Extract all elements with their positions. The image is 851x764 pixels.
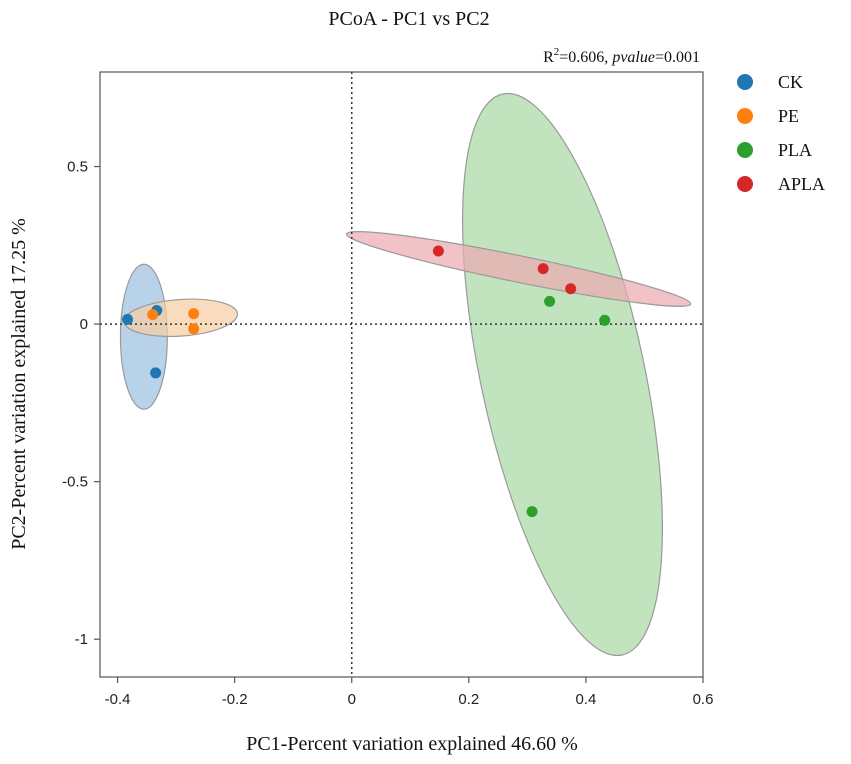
point-pe-1 [147, 309, 159, 321]
point-apla-2 [537, 263, 549, 275]
r2-superscript: 2 [554, 46, 560, 58]
x-tick-label: 0.2 [458, 691, 479, 708]
x-axis-ticks: -0.4 -0.2 0 0.2 0.4 0.6 [105, 677, 714, 708]
legend-label-ck: CK [778, 72, 803, 92]
point-ck-1 [122, 313, 134, 325]
point-pe-2 [188, 308, 200, 320]
x-tick-label: -0.4 [105, 691, 131, 708]
legend-marker-ck [737, 74, 753, 90]
pvalue-label: pvalue [611, 49, 655, 66]
y-tick-label: 0.5 [67, 159, 88, 176]
x-tick-label: 0.6 [693, 691, 714, 708]
point-apla-3 [565, 283, 577, 295]
legend-label-apla: APLA [778, 174, 825, 194]
x-axis-label: PC1-Percent variation explained 46.60 % [246, 733, 578, 755]
point-pe-3 [188, 323, 200, 335]
y-tick-label: 0 [80, 316, 88, 333]
y-tick-label: -0.5 [62, 474, 88, 491]
confidence-ellipses [119, 92, 692, 657]
y-axis-label: PC2-Percent variation explained 17.25 % [8, 218, 30, 550]
legend-label-pe: PE [778, 106, 799, 126]
ellipse-apla [345, 231, 692, 307]
point-pla-1 [544, 295, 556, 307]
x-tick-label: -0.2 [222, 691, 248, 708]
point-apla-1 [432, 245, 444, 257]
point-ck-3 [150, 367, 162, 379]
y-axis-ticks: 0.5 0 -0.5 -1 [62, 159, 100, 648]
x-tick-label: 0.4 [575, 691, 596, 708]
legend: CK PE PLA APLA [737, 72, 825, 194]
stats-annotation: R2=0.606, pvalue=0.001 [543, 46, 700, 66]
point-pla-2 [599, 314, 611, 326]
y-tick-label: -1 [75, 631, 88, 648]
reference-lines [100, 72, 703, 677]
r2-prefix: R [543, 49, 554, 66]
legend-marker-pla [737, 142, 753, 158]
pvalue-value: =0.001 [655, 49, 700, 66]
legend-marker-pe [737, 108, 753, 124]
r2-value: =0.606, [559, 49, 612, 66]
data-points [122, 245, 611, 518]
plot-frame [99, 71, 704, 678]
legend-label-pla: PLA [778, 140, 812, 160]
x-tick-label: 0 [348, 691, 356, 708]
ellipse-pla [461, 92, 664, 657]
legend-marker-apla [737, 176, 753, 192]
chart-title: PCoA - PC1 vs PC2 [328, 8, 489, 30]
point-pla-3 [526, 506, 538, 518]
